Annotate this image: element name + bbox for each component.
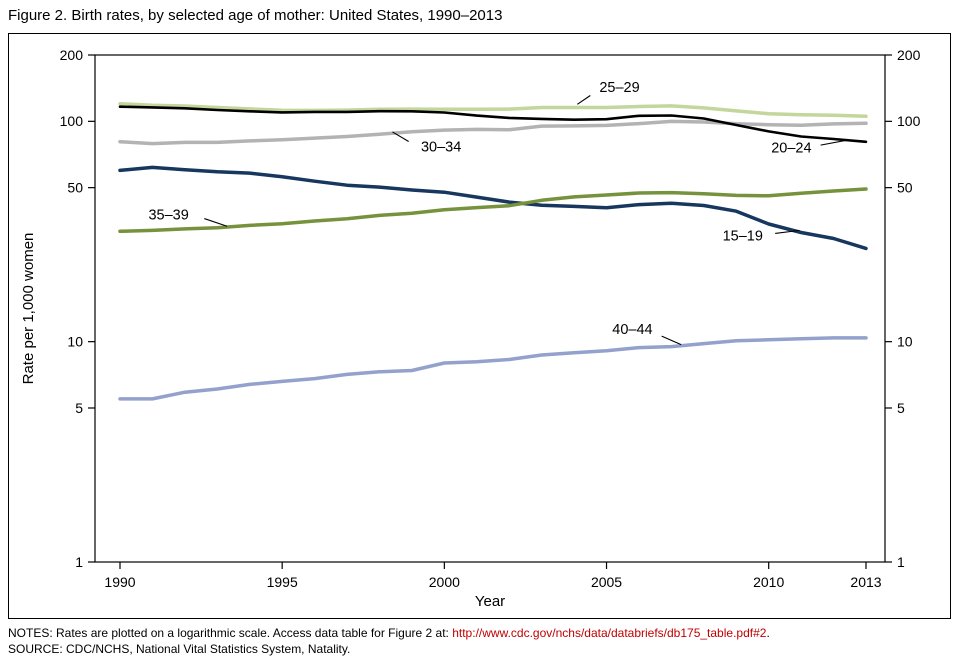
y-tick-label-right: 200 (897, 47, 921, 63)
annotation-leader-30-34 (392, 131, 409, 142)
x-tick-label: 2010 (753, 574, 784, 590)
annotation-label-25-29: 25–29 (599, 80, 639, 96)
annotation-label-30-34: 30–34 (421, 139, 461, 155)
figure-title: Figure 2. Birth rates, by selected age o… (8, 7, 503, 24)
annotation-leader-40-44 (661, 335, 682, 346)
y-tick-label-left: 5 (75, 400, 83, 416)
annotation-leader-15-19 (775, 229, 800, 234)
annotation-label-20-24: 20–24 (771, 141, 811, 157)
figure-notes: NOTES: Rates are plotted on a logarithmi… (8, 626, 770, 640)
y-axis-title: Rate per 1,000 women (20, 233, 37, 385)
notes-text: NOTES: Rates are plotted on a logarithmi… (8, 626, 453, 640)
y-tick-label-right: 5 (897, 400, 905, 416)
annotation-leader-20-24 (820, 139, 849, 146)
chart-frame: 200 200 100 100 50 50 10 10 5 5 1 1 1990 1995 2000 2005… (8, 33, 951, 619)
chart-svg: 200 200 100 100 50 50 10 10 5 5 1 1 1990 1995 2000 2005… (20, 47, 921, 610)
annotation-label-35-39: 35–39 (148, 207, 188, 223)
y-tick-label-right: 50 (897, 180, 913, 196)
y-tick-label-left: 100 (60, 113, 84, 129)
x-tick-label: 2005 (591, 574, 622, 590)
y-tick-label-left: 1 (75, 554, 83, 570)
series-line-35-39 (118, 187, 868, 234)
y-tick-label-right: 1 (897, 554, 905, 570)
annotation-leader-25-29 (577, 95, 591, 105)
notes-period: . (766, 626, 770, 640)
plot-border (94, 54, 886, 563)
x-tick-label: 2000 (429, 574, 460, 590)
annotation-label-40-44: 40–44 (612, 322, 652, 338)
annotation-leader-35-39 (204, 218, 228, 227)
x-axis-title: Year (475, 593, 505, 610)
series-line-30-34 (118, 119, 868, 146)
y-tick-label-left: 200 (60, 47, 84, 63)
x-tick-label: 2013 (850, 574, 881, 590)
series-line-25-29 (118, 101, 868, 118)
series-line-20-24 (118, 105, 868, 144)
data-table-link[interactable]: http://www.cdc.gov/nchs/data/databriefs/… (452, 626, 767, 640)
y-tick-label-left: 10 (67, 334, 83, 350)
annotation-label-15-19: 15–19 (723, 229, 763, 245)
y-tick-label-right: 100 (897, 113, 921, 129)
x-tick-label: 1990 (104, 574, 135, 590)
figure-source: SOURCE: CDC/NCHS, National Vital Statist… (8, 642, 351, 656)
x-tick-label: 1995 (267, 574, 298, 590)
y-tick-label-right: 10 (897, 334, 913, 350)
y-tick-label-left: 50 (67, 180, 83, 196)
series-line-15-19 (118, 165, 868, 251)
series-line-40-44 (118, 336, 868, 401)
